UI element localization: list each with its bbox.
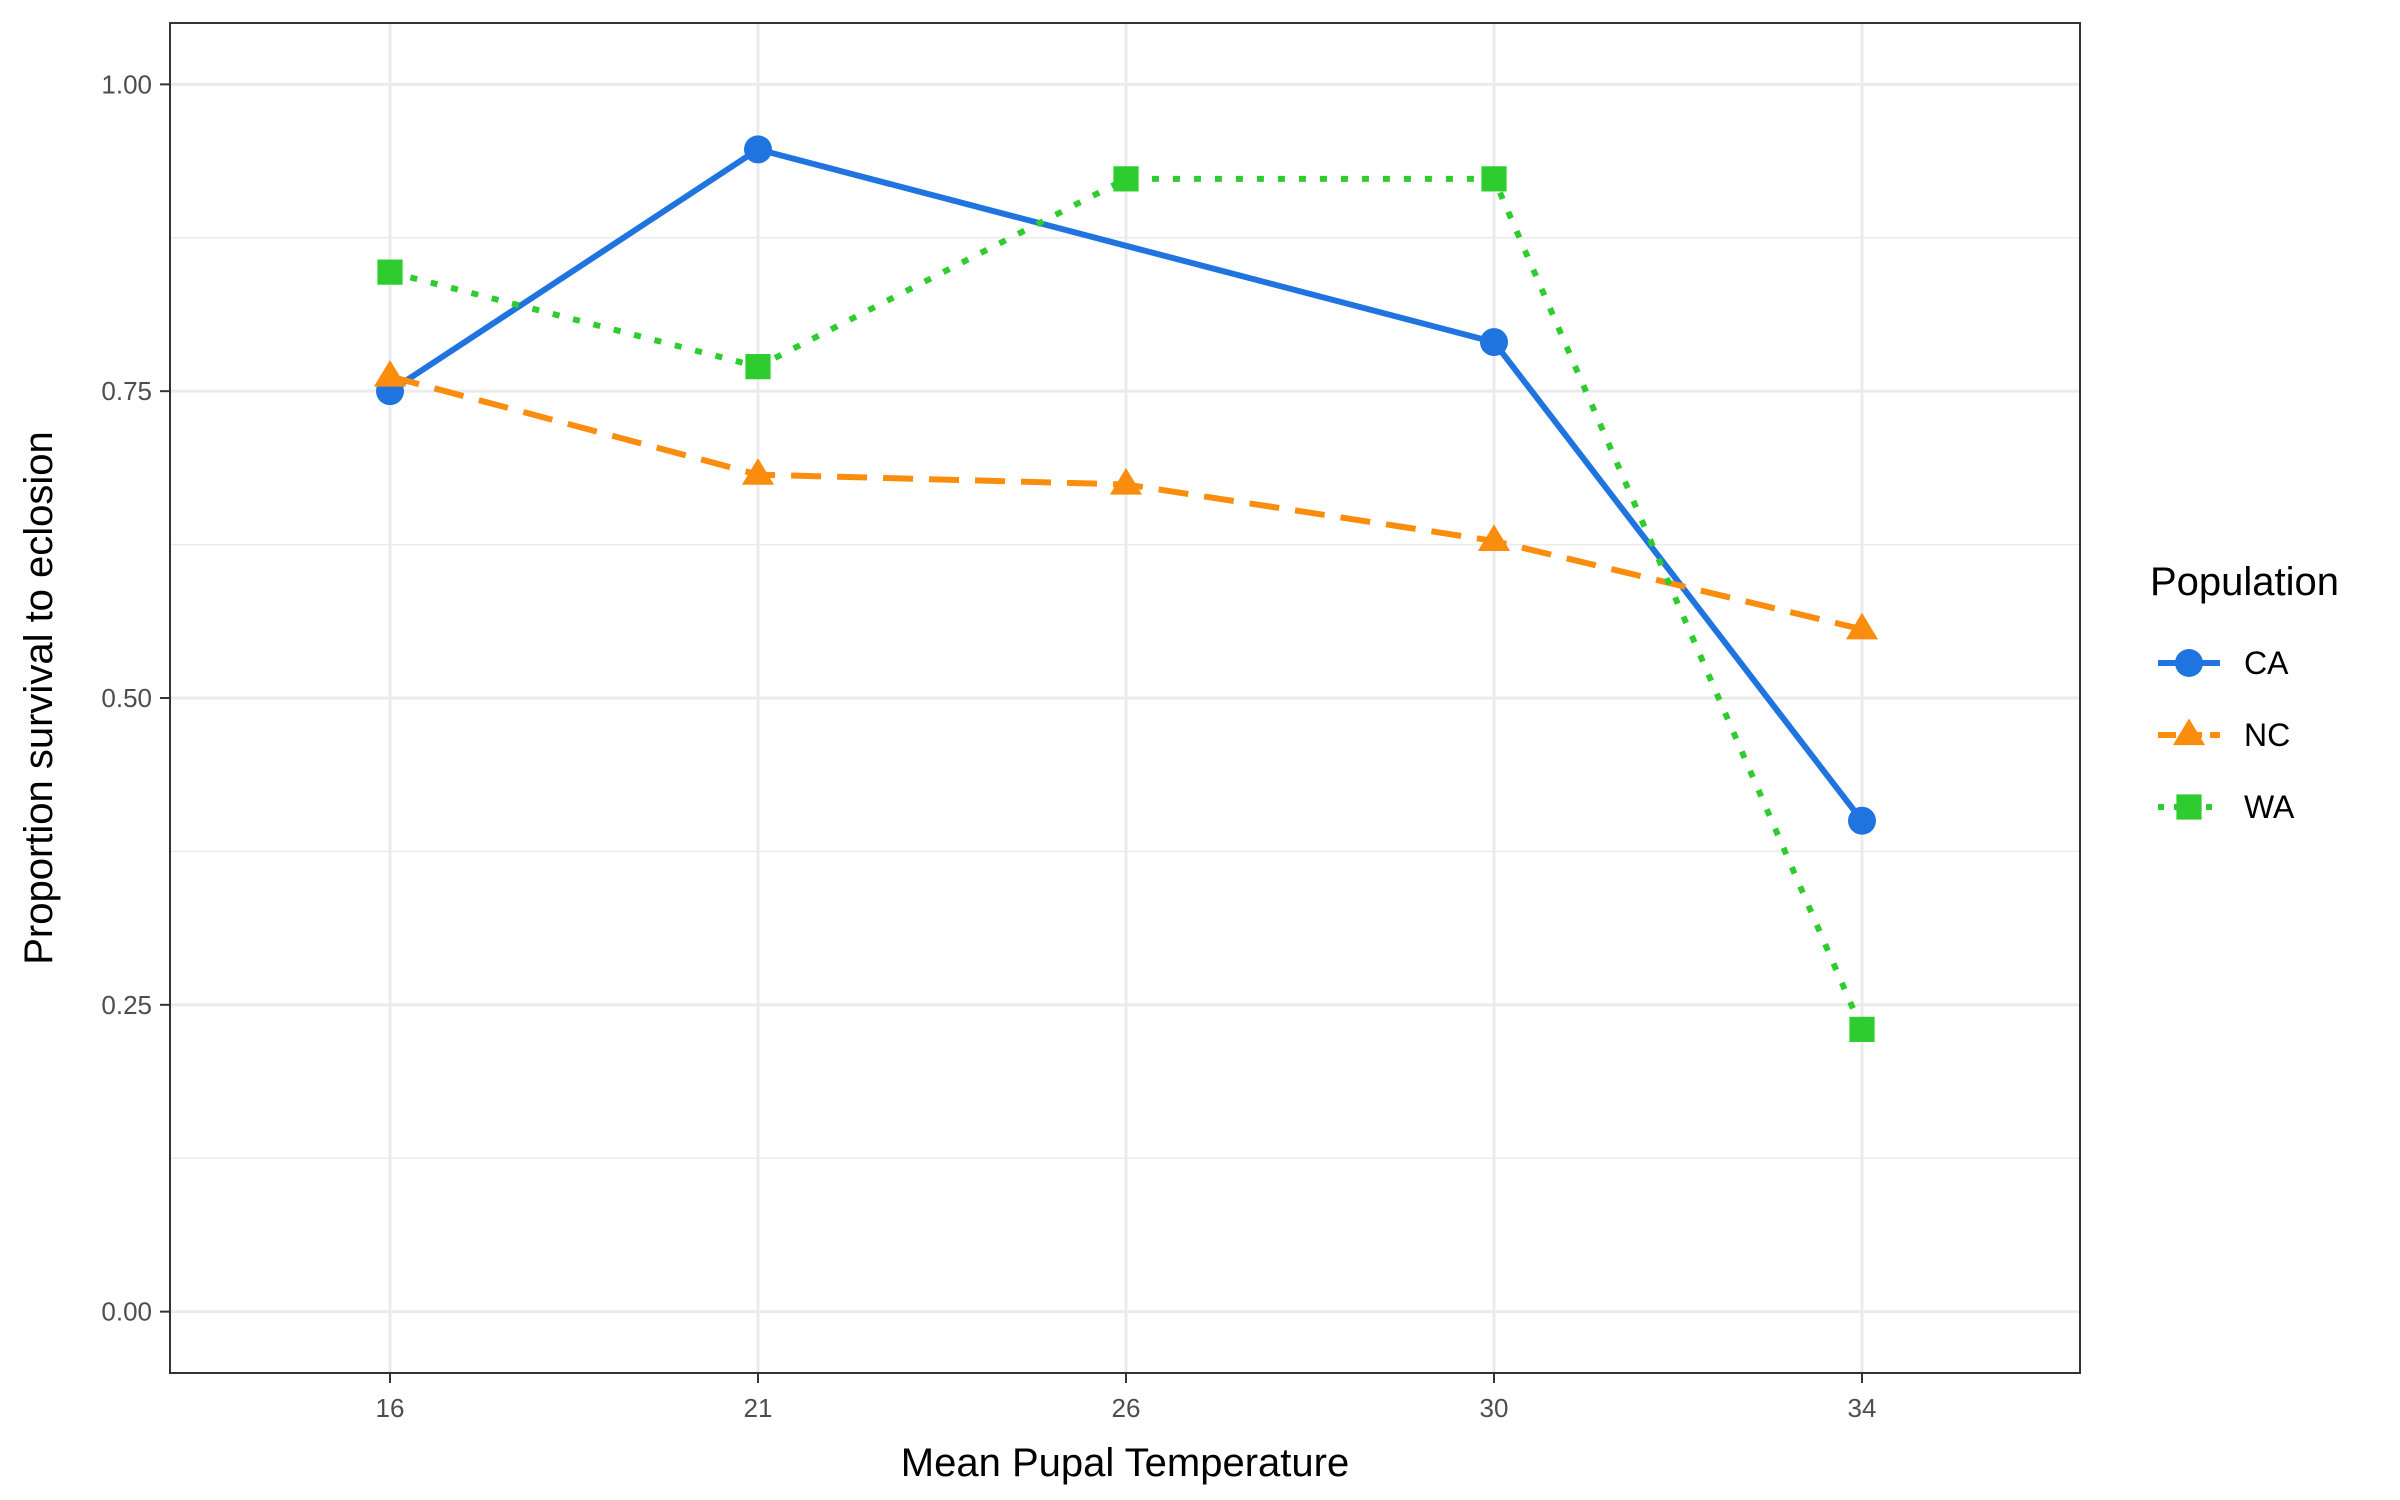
data-point-nc [1845, 612, 1879, 640]
grid [170, 23, 2080, 1373]
legend-title: Population [2150, 560, 2339, 604]
y-tick-label: 0.25 [101, 990, 152, 1020]
x-axis-title: Mean Pupal Temperature [901, 1441, 1349, 1485]
data-point-wa [377, 259, 403, 285]
legend-label-wa: WA [2244, 789, 2295, 825]
y-axis-title: Proportion survival to eclosion [17, 431, 61, 965]
y-tick-label: 0.75 [101, 376, 152, 406]
x-tick-label: 30 [1480, 1393, 1509, 1423]
legend-key-marker-wa [2176, 794, 2202, 820]
y-axis: 0.00 0.25 0.50 0.75 1.00 [101, 69, 170, 1327]
data-point-ca [744, 135, 772, 164]
series-line-ca [388, 146, 1865, 823]
legend-label-ca: CA [2244, 645, 2289, 681]
x-tick-label: 21 [744, 1393, 773, 1423]
data-point-nc [1109, 467, 1143, 495]
data-point-wa [1481, 166, 1507, 192]
series-line-wa [389, 175, 1865, 1031]
y-tick-label: 1.00 [101, 69, 152, 99]
data-point-ca [1480, 328, 1508, 357]
x-tick-label: 34 [1848, 1393, 1877, 1423]
series-points [373, 135, 1879, 1042]
data-point-wa [1113, 166, 1139, 192]
data-point-ca [1848, 806, 1876, 835]
legend-key-marker-ca [2175, 649, 2203, 677]
data-point-nc [1477, 524, 1511, 552]
data-point-wa [745, 354, 771, 380]
x-axis: 16 21 26 30 34 [376, 1373, 1877, 1423]
legend-label-nc: NC [2244, 717, 2290, 753]
data-point-wa [1849, 1016, 1875, 1042]
x-tick-label: 26 [1112, 1393, 1141, 1423]
y-tick-label: 0.00 [101, 1297, 152, 1327]
y-tick-label: 0.50 [101, 683, 152, 713]
legend-key-marker-nc [2172, 718, 2206, 746]
data-point-nc [373, 359, 407, 387]
legend: Population CA NC WA [2150, 560, 2339, 825]
x-tick-label: 16 [376, 1393, 405, 1423]
data-point-nc [741, 458, 775, 485]
